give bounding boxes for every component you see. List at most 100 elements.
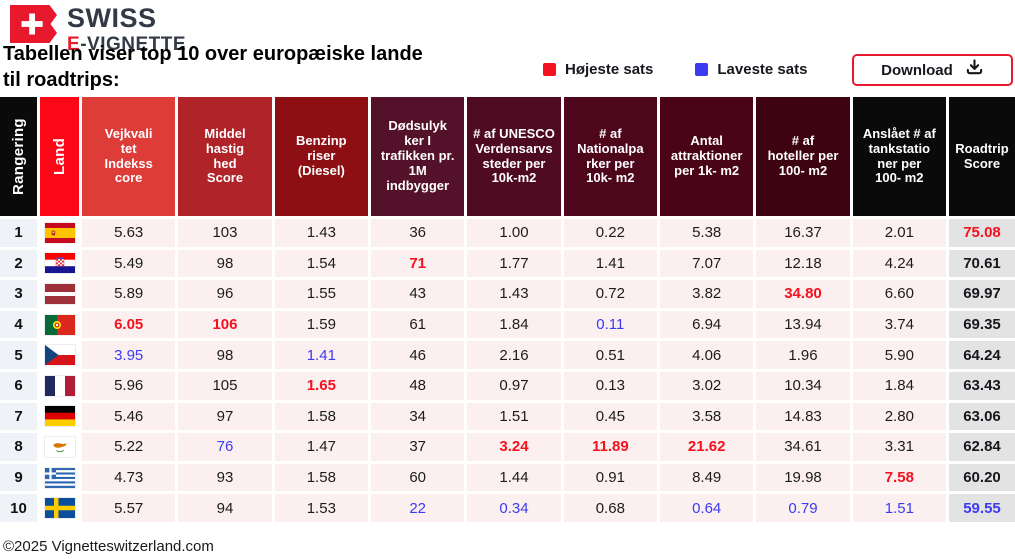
value-cell: 1.43 <box>467 280 561 308</box>
value-cell: 105 <box>178 371 272 400</box>
legend-item-highest: Højeste sats <box>543 61 653 78</box>
flag-sweden-icon <box>44 498 75 519</box>
column-header: # af hoteller per 100- m2 <box>756 97 850 216</box>
download-icon <box>965 58 984 82</box>
brand-rest: -VIGNETTE <box>80 34 187 55</box>
value-cell: 5.46 <box>82 402 176 431</box>
rank-cell: 2 <box>0 249 37 278</box>
value-cell: 3.02 <box>660 371 754 400</box>
value-cell: 93 <box>178 463 272 492</box>
rank-cell: 10 <box>0 494 37 522</box>
value-cell: 1.59 <box>274 310 368 339</box>
country-flag-cell <box>40 280 79 308</box>
value-cell: 61 <box>371 310 465 339</box>
value-cell: 7.58 <box>852 463 946 492</box>
value-cell: 3.31 <box>852 433 946 461</box>
column-header: Benzinp riser (Diesel) <box>274 97 368 216</box>
rank-cell: 1 <box>0 219 37 247</box>
value-cell: 0.11 <box>563 310 657 339</box>
column-header: Middel hastig hed Score <box>178 97 272 216</box>
flag-greece-icon <box>44 467 75 488</box>
highest-rate-swatch-icon <box>543 63 556 76</box>
legend-item-lowest: Laveste sats <box>695 61 807 78</box>
value-cell: 1.41 <box>563 249 657 278</box>
roadtrip-score-cell: 60.20 <box>949 463 1015 492</box>
rank-cell: 5 <box>0 341 37 369</box>
value-cell: 96 <box>178 280 272 308</box>
value-cell: 34.80 <box>756 280 850 308</box>
value-cell: 60 <box>371 463 465 492</box>
value-cell: 10.34 <box>756 371 850 400</box>
value-cell: 2.16 <box>467 341 561 369</box>
country-flag-cell <box>40 371 79 400</box>
flag-spain-icon <box>44 222 75 243</box>
value-cell: 4.24 <box>852 249 946 278</box>
legend-label-highest: Højeste sats <box>565 61 654 78</box>
value-cell: 6.94 <box>660 310 754 339</box>
value-cell: 1.43 <box>274 219 368 247</box>
download-button[interactable]: Download <box>852 54 1013 86</box>
value-cell: 1.54 <box>274 249 368 278</box>
value-cell: 1.51 <box>467 402 561 431</box>
rank-cell: 3 <box>0 280 37 308</box>
legend-label-lowest: Laveste sats <box>717 61 808 78</box>
value-cell: 0.91 <box>563 463 657 492</box>
value-cell: 76 <box>178 433 272 461</box>
value-cell: 5.22 <box>82 433 176 461</box>
lowest-rate-swatch-icon <box>695 63 709 76</box>
brand-text: SWISS E-VIGNETTE <box>67 5 187 55</box>
rank-cell: 9 <box>0 463 37 492</box>
value-cell: 94 <box>178 494 272 522</box>
value-cell: 1.65 <box>274 371 368 400</box>
brand-e: E <box>67 34 81 55</box>
swiss-flag-ribbon-icon <box>10 5 57 48</box>
country-flag-cell <box>40 494 79 522</box>
column-header: Vejkvali tet Indekss core <box>82 97 176 216</box>
legend: Højeste sats Laveste sats <box>543 61 807 78</box>
flag-portugal-icon <box>44 314 75 335</box>
value-cell: 4.06 <box>660 341 754 369</box>
value-cell: 97 <box>178 402 272 431</box>
copyright-text: ©2025 Vignetteswitzerland.com <box>3 538 214 555</box>
rank-cell: 7 <box>0 402 37 431</box>
roadtrip-score-cell: 63.06 <box>949 402 1015 431</box>
value-cell: 106 <box>178 310 272 339</box>
value-cell: 14.83 <box>756 402 850 431</box>
value-cell: 37 <box>371 433 465 461</box>
flag-france-icon <box>44 375 75 396</box>
column-header: Rangering <box>0 97 37 216</box>
country-flag-cell <box>40 341 79 369</box>
value-cell: 1.44 <box>467 463 561 492</box>
value-cell: 0.51 <box>563 341 657 369</box>
column-header: Antal attraktioner per 1k- m2 <box>660 97 754 216</box>
roadtrip-score-cell: 62.84 <box>949 433 1015 461</box>
value-cell: 98 <box>178 249 272 278</box>
value-cell: 8.49 <box>660 463 754 492</box>
column-header: Anslået # af tankstatio ner per 100- m2 <box>852 97 946 216</box>
value-cell: 12.18 <box>756 249 850 278</box>
value-cell: 0.97 <box>467 371 561 400</box>
value-cell: 46 <box>371 341 465 369</box>
roadtrip-score-cell: 75.08 <box>949 219 1015 247</box>
value-cell: 2.01 <box>852 219 946 247</box>
value-cell: 6.05 <box>82 310 176 339</box>
value-cell: 11.89 <box>563 433 657 461</box>
value-cell: 43 <box>371 280 465 308</box>
country-flag-cell <box>40 310 79 339</box>
download-label: Download <box>881 61 953 79</box>
rank-cell: 8 <box>0 433 37 461</box>
flag-croatia-icon <box>44 253 75 274</box>
value-cell: 0.68 <box>563 494 657 522</box>
flag-czechia-icon <box>44 345 75 366</box>
value-cell: 48 <box>371 371 465 400</box>
value-cell: 0.45 <box>563 402 657 431</box>
column-header: Dødsulyk ker I trafikken pr. 1M indbygge… <box>371 97 465 216</box>
value-cell: 0.64 <box>660 494 754 522</box>
value-cell: 103 <box>178 219 272 247</box>
country-flag-cell <box>40 463 79 492</box>
country-flag-cell <box>40 249 79 278</box>
rank-cell: 4 <box>0 310 37 339</box>
value-cell: 16.37 <box>756 219 850 247</box>
brand-logo: SWISS E-VIGNETTE <box>10 5 186 54</box>
